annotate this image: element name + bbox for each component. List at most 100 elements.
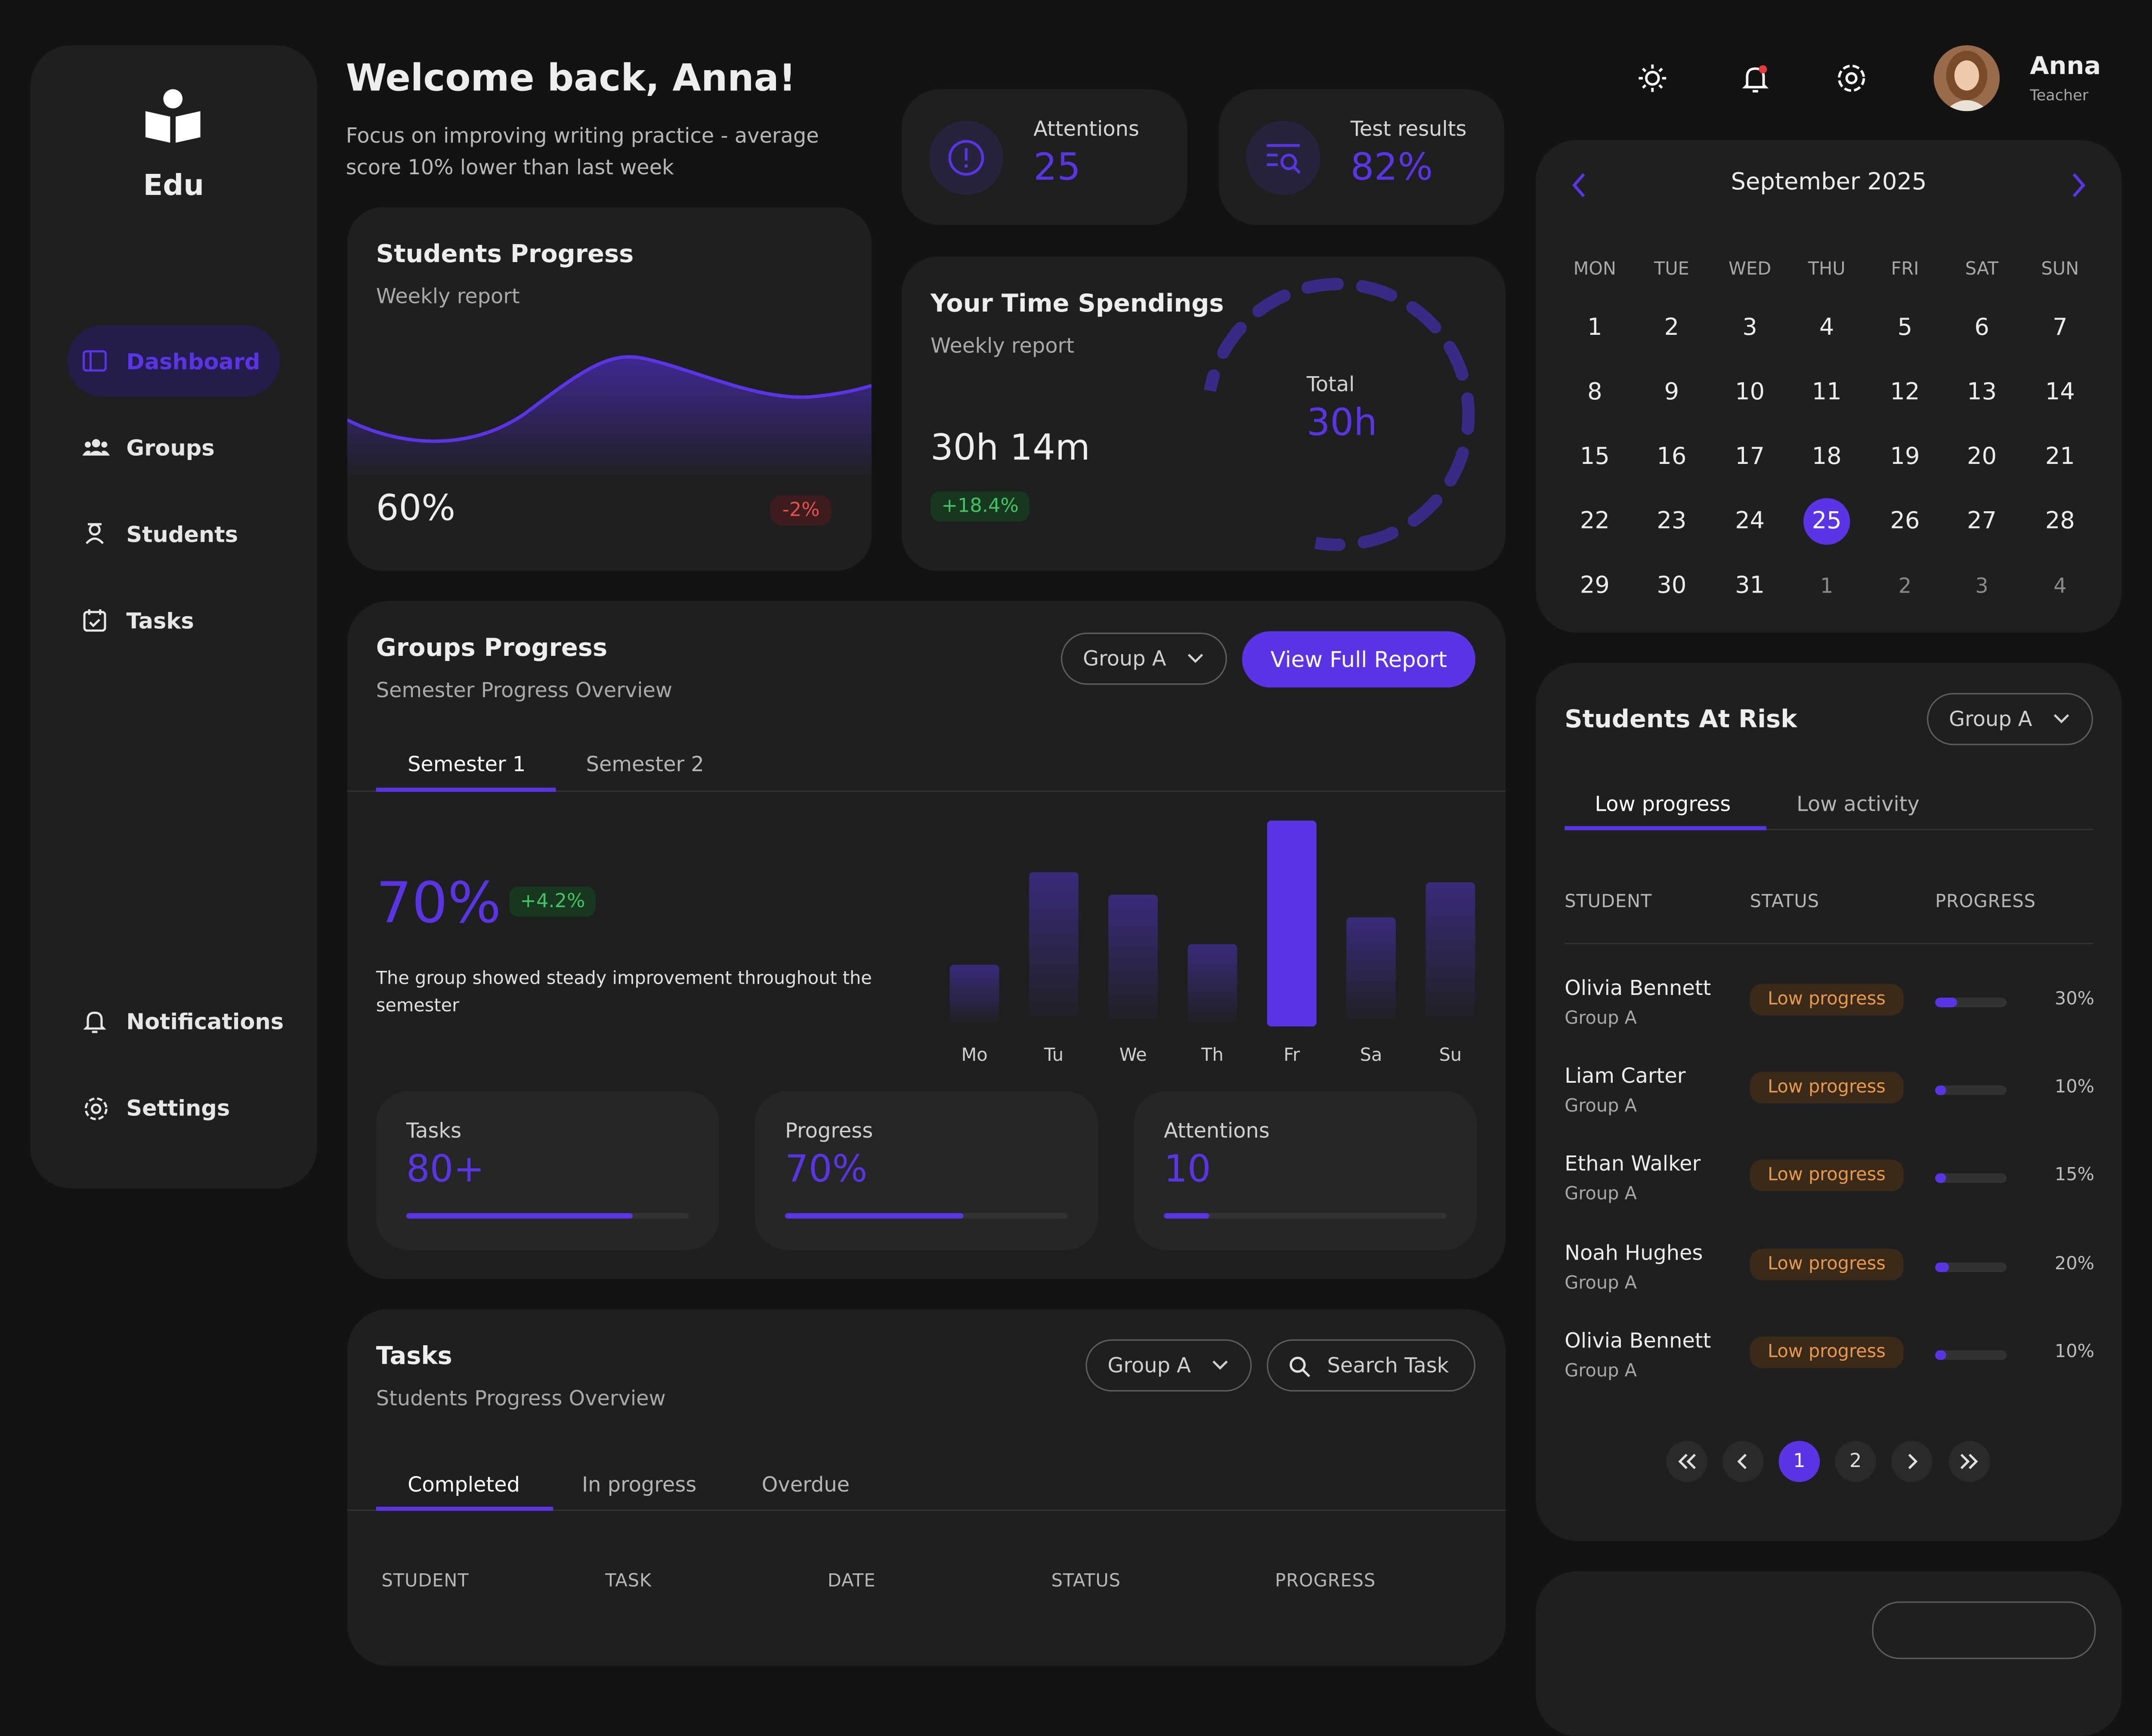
- pagination-prev[interactable]: [1722, 1441, 1764, 1482]
- tab-semester-1[interactable]: Semester 1: [408, 752, 526, 777]
- tasks-group-select[interactable]: Group A: [1085, 1339, 1252, 1392]
- bar-mo[interactable]: [949, 964, 999, 1027]
- pagination-last[interactable]: [1949, 1441, 1990, 1482]
- calendar-day[interactable]: 19: [1890, 443, 1920, 471]
- column-header-date: DATE: [827, 1571, 876, 1592]
- lower-right-card-pill[interactable]: [1872, 1601, 2096, 1659]
- bar-th[interactable]: [1187, 944, 1237, 1027]
- calendar-day[interactable]: 8: [1587, 379, 1602, 406]
- calendar-day[interactable]: 24: [1735, 507, 1765, 535]
- pagination-next[interactable]: [1891, 1441, 1932, 1482]
- pagination-page-1[interactable]: 1: [1778, 1441, 1820, 1482]
- metric-bar-fill: [406, 1213, 633, 1219]
- calendar-day[interactable]: 1: [1587, 314, 1602, 342]
- column-header-task: TASK: [605, 1571, 652, 1592]
- group-select[interactable]: Group A: [1061, 633, 1227, 685]
- risk-table-row[interactable]: Olivia Bennett Group A Low progress 30%: [1565, 976, 2094, 1044]
- tab-completed[interactable]: Completed: [408, 1472, 520, 1497]
- calendar-prev-button[interactable]: [1566, 170, 1593, 200]
- tab-semester-2[interactable]: Semester 2: [586, 752, 704, 777]
- calendar-day[interactable]: 14: [2045, 379, 2075, 406]
- progress-bar-fill: [1935, 1262, 1950, 1273]
- group-select-value: Group A: [1082, 646, 1166, 671]
- risk-title: Students At Risk: [1565, 705, 1797, 735]
- calendar-day-next-month[interactable]: 3: [1975, 573, 1988, 599]
- calendar-day[interactable]: 23: [1657, 507, 1687, 535]
- tab-divider: [1565, 829, 2093, 831]
- test-results-stat-card[interactable]: Test results 82%: [1218, 89, 1504, 225]
- calendar-day[interactable]: 13: [1967, 379, 1997, 406]
- pagination-page-2[interactable]: 2: [1835, 1441, 1877, 1482]
- bar-tu[interactable]: [1029, 872, 1079, 1027]
- attentions-stat-card[interactable]: Attentions 25: [902, 89, 1187, 225]
- bar-su[interactable]: [1425, 882, 1475, 1027]
- calendar-day[interactable]: 9: [1664, 379, 1679, 406]
- avatar[interactable]: [1934, 45, 2000, 111]
- calendar-day[interactable]: 5: [1897, 314, 1913, 342]
- sidebar-item-settings[interactable]: Settings: [30, 1080, 315, 1135]
- notifications-button[interactable]: [1739, 62, 1772, 100]
- risk-table-row[interactable]: Olivia Bennett Group A Low progress 10%: [1565, 1328, 2094, 1397]
- calendar-day[interactable]: 10: [1735, 379, 1765, 406]
- view-full-report-button[interactable]: View Full Report: [1242, 631, 1475, 688]
- risk-group-select[interactable]: Group A: [1927, 693, 2093, 745]
- calendar-day[interactable]: 16: [1657, 443, 1687, 471]
- chevron-left-icon: [1737, 1454, 1747, 1469]
- calendar-day[interactable]: 7: [2053, 314, 2068, 342]
- tasks-subtitle: Students Progress Overview: [376, 1386, 666, 1411]
- groups-progress-change: +4.2%: [509, 886, 596, 917]
- tab-low-progress[interactable]: Low progress: [1595, 791, 1731, 817]
- tab-in-progress[interactable]: In progress: [582, 1472, 697, 1497]
- calendar-day[interactable]: 27: [1967, 507, 1997, 535]
- sidebar-item-tasks[interactable]: Tasks: [30, 593, 315, 648]
- calendar-day[interactable]: 2: [1664, 314, 1679, 342]
- calendar-day[interactable]: 11: [1812, 379, 1842, 406]
- settings-button[interactable]: [1835, 62, 1868, 100]
- sidebar-item-notifications[interactable]: Notifications: [30, 994, 315, 1049]
- sidebar-item-students[interactable]: Students: [30, 507, 315, 562]
- test-results-value: 82%: [1350, 147, 1433, 190]
- calendar-day[interactable]: 15: [1580, 443, 1610, 471]
- calendar-day[interactable]: 3: [1742, 314, 1757, 342]
- theme-toggle[interactable]: [1636, 62, 1669, 100]
- risk-table-row[interactable]: Noah Hughes Group A Low progress 20%: [1565, 1241, 2094, 1309]
- page-subtitle: Focus on improving writing practice - av…: [346, 123, 819, 180]
- tab-low-activity[interactable]: Low activity: [1796, 791, 1920, 817]
- sidebar-item-dashboard[interactable]: Dashboard: [30, 325, 315, 397]
- calendar-day[interactable]: 30: [1657, 572, 1687, 600]
- status-badge: Low progress: [1750, 1159, 1904, 1191]
- calendar-day[interactable]: 29: [1580, 572, 1610, 600]
- dashboard-icon: [82, 349, 107, 373]
- bar-fr[interactable]: [1267, 820, 1317, 1027]
- calendar-day[interactable]: 20: [1967, 443, 1997, 471]
- calendar-day-next-month[interactable]: 2: [1898, 573, 1912, 599]
- calendar-day[interactable]: 6: [1974, 314, 1989, 342]
- search-task-input[interactable]: Search Task: [1267, 1339, 1475, 1392]
- bar-we[interactable]: [1108, 895, 1158, 1027]
- column-header-progress: PROGRESS: [1275, 1571, 1376, 1592]
- risk-table-row[interactable]: Ethan Walker Group A Low progress 15%: [1565, 1151, 2094, 1220]
- calendar-day-selected[interactable]: 25: [1803, 498, 1850, 545]
- metric-bar-track: [785, 1213, 1068, 1219]
- header-divider: [1565, 942, 2093, 944]
- calendar-day[interactable]: 26: [1890, 507, 1920, 535]
- calendar-day[interactable]: 18: [1812, 443, 1842, 471]
- calendar-day[interactable]: 22: [1580, 507, 1610, 535]
- tab-overdue[interactable]: Overdue: [761, 1472, 850, 1497]
- calendar-day[interactable]: 12: [1890, 379, 1920, 406]
- pagination-first[interactable]: [1666, 1441, 1707, 1482]
- sidebar-item-groups[interactable]: Groups: [30, 420, 315, 475]
- bar-sa[interactable]: [1346, 917, 1396, 1027]
- calendar-day[interactable]: 31: [1735, 572, 1765, 600]
- calendar-day[interactable]: 21: [2045, 443, 2075, 471]
- calendar-day-next-month[interactable]: 1: [1820, 573, 1834, 599]
- risk-table-row[interactable]: Liam Carter Group A Low progress 10%: [1565, 1063, 2094, 1132]
- active-indicator: [67, 325, 280, 397]
- calendar-day-next-month[interactable]: 4: [2053, 573, 2067, 599]
- calendar-next-button[interactable]: [2064, 170, 2092, 200]
- tab-divider: [347, 1509, 1506, 1511]
- calendar-day[interactable]: 17: [1735, 443, 1765, 471]
- student-icon: [82, 522, 107, 546]
- calendar-day[interactable]: 28: [2045, 507, 2075, 535]
- calendar-day[interactable]: 4: [1819, 314, 1834, 342]
